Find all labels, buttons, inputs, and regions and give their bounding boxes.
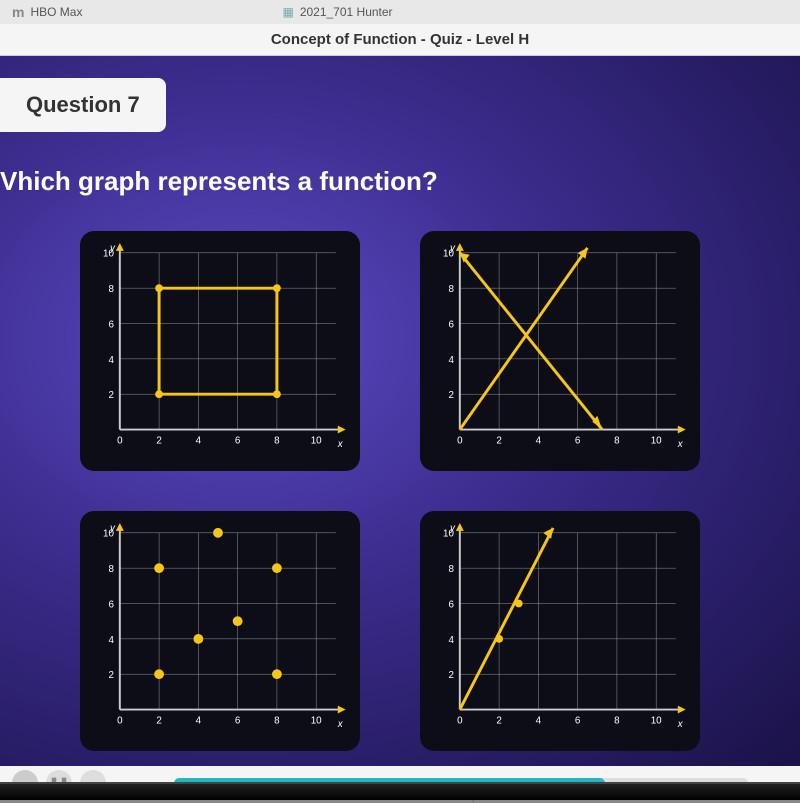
- svg-text:8: 8: [274, 715, 280, 726]
- svg-text:8: 8: [448, 284, 454, 295]
- svg-text:6: 6: [235, 715, 241, 726]
- svg-text:0: 0: [117, 435, 123, 446]
- svg-text:x: x: [337, 719, 344, 730]
- svg-text:10: 10: [311, 435, 322, 446]
- file-icon: ▦: [282, 5, 293, 19]
- answer-option-d[interactable]: y x 10 8 6 4 2 0 2 4 6 8 10: [420, 511, 700, 751]
- answer-grid: y x 10 8 6 4 2 0 2 4 6 8 10: [80, 231, 700, 751]
- svg-text:4: 4: [536, 715, 542, 726]
- svg-text:10: 10: [311, 715, 322, 726]
- svg-text:4: 4: [108, 355, 114, 366]
- svg-text:x: x: [677, 439, 684, 450]
- question-number-tab: Question 7: [0, 78, 166, 132]
- browser-tab-hbo[interactable]: m HBO Max: [12, 4, 82, 20]
- svg-text:6: 6: [108, 319, 114, 330]
- svg-text:2: 2: [496, 715, 501, 726]
- function-line: [460, 528, 553, 710]
- svg-text:10: 10: [443, 249, 454, 260]
- square-shape: [159, 288, 277, 394]
- svg-text:2: 2: [108, 390, 113, 401]
- svg-text:4: 4: [196, 715, 202, 726]
- svg-text:4: 4: [448, 355, 454, 366]
- svg-text:x: x: [677, 719, 684, 730]
- grid: [460, 253, 676, 430]
- browser-tab-bar: m HBO Max ▦ 2021_701 Hunter: [0, 0, 800, 24]
- question-text: Vhich graph represents a function?: [0, 166, 438, 197]
- svg-text:2: 2: [108, 670, 113, 681]
- svg-text:2: 2: [156, 435, 161, 446]
- grid: [120, 533, 336, 710]
- grid: [460, 533, 676, 710]
- svg-text:6: 6: [575, 715, 581, 726]
- page-title: Concept of Function - Quiz - Level H: [271, 31, 529, 48]
- svg-text:4: 4: [108, 635, 114, 646]
- svg-text:4: 4: [536, 435, 542, 446]
- page-title-bar: Concept of Function - Quiz - Level H: [0, 24, 800, 56]
- svg-text:8: 8: [448, 564, 454, 575]
- svg-text:8: 8: [108, 564, 114, 575]
- question-number: Question 7: [26, 92, 140, 117]
- svg-text:10: 10: [651, 715, 662, 726]
- svg-text:2: 2: [448, 670, 453, 681]
- svg-text:4: 4: [448, 635, 454, 646]
- svg-text:2: 2: [448, 390, 453, 401]
- tab-label: 2021_701 Hunter: [300, 5, 393, 19]
- svg-text:6: 6: [235, 435, 241, 446]
- svg-text:6: 6: [108, 599, 114, 610]
- svg-text:8: 8: [274, 435, 280, 446]
- answer-option-a[interactable]: y x 10 8 6 4 2 0 2 4 6 8 10: [80, 231, 360, 471]
- answer-option-b[interactable]: y x 10 8 6 4 2 0 2 4 6 8 10: [420, 231, 700, 471]
- svg-text:8: 8: [614, 435, 620, 446]
- svg-text:4: 4: [196, 435, 202, 446]
- svg-text:0: 0: [457, 435, 463, 446]
- x-line-2: [460, 253, 602, 430]
- svg-text:2: 2: [156, 715, 161, 726]
- tab-label: HBO Max: [30, 5, 82, 19]
- answer-option-c[interactable]: y x 10 8 6 4 2 0 2 4 6 8 10: [80, 511, 360, 751]
- svg-text:6: 6: [448, 599, 454, 610]
- svg-text:6: 6: [575, 435, 581, 446]
- hbo-icon: m: [12, 4, 24, 20]
- svg-text:2: 2: [496, 435, 501, 446]
- quiz-content: Question 7 Vhich graph represents a func…: [0, 56, 800, 766]
- svg-text:10: 10: [103, 249, 114, 260]
- browser-tab-file[interactable]: ▦ 2021_701 Hunter: [282, 5, 392, 19]
- svg-text:6: 6: [448, 319, 454, 330]
- svg-text:0: 0: [457, 715, 463, 726]
- svg-text:10: 10: [103, 529, 114, 540]
- svg-text:10: 10: [651, 435, 662, 446]
- svg-text:8: 8: [614, 715, 620, 726]
- svg-text:0: 0: [117, 715, 123, 726]
- x-axis-label: x: [337, 439, 344, 450]
- svg-text:8: 8: [108, 284, 114, 295]
- laptop-bezel: [0, 782, 800, 800]
- svg-text:10: 10: [443, 529, 454, 540]
- grid: [120, 253, 336, 430]
